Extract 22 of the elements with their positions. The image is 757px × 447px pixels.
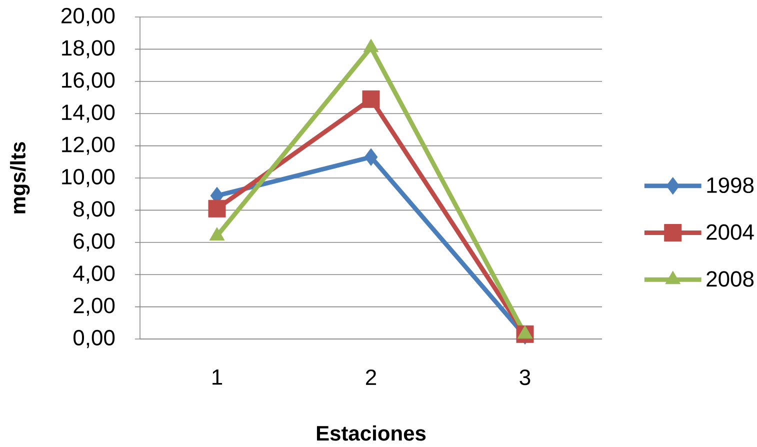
y-tick-label: 10,00 (62, 168, 115, 188)
y-tick-label: 18,00 (62, 40, 115, 58)
x-tick-label: 2 (366, 370, 376, 385)
y-tick-label: 0,00 (74, 330, 115, 348)
x-axis-title: Estaciones (316, 425, 426, 441)
point (362, 90, 380, 108)
point (208, 200, 226, 218)
y-tick-label: 2,00 (74, 298, 115, 316)
y-tick-label: 20,00 (62, 8, 115, 26)
x-tick-label: 3 (520, 370, 530, 386)
y-tick-label: 4,00 (73, 266, 115, 284)
legend-label: 2008 (706, 271, 754, 287)
legend-label: 2004 (706, 224, 754, 240)
point (364, 148, 378, 166)
y-tick-label: 14,00 (62, 104, 115, 123)
y-tick-label: 12,00 (62, 136, 115, 155)
y-axis-title: mgs/lts (10, 142, 30, 214)
y-tick-label: 16,00 (62, 72, 115, 90)
y-tick-label: 8,00 (74, 201, 115, 220)
legend-label: 1998 (707, 177, 754, 194)
y-tick-label: 6,00 (74, 233, 115, 252)
x-tick-label: 1 (212, 370, 222, 385)
